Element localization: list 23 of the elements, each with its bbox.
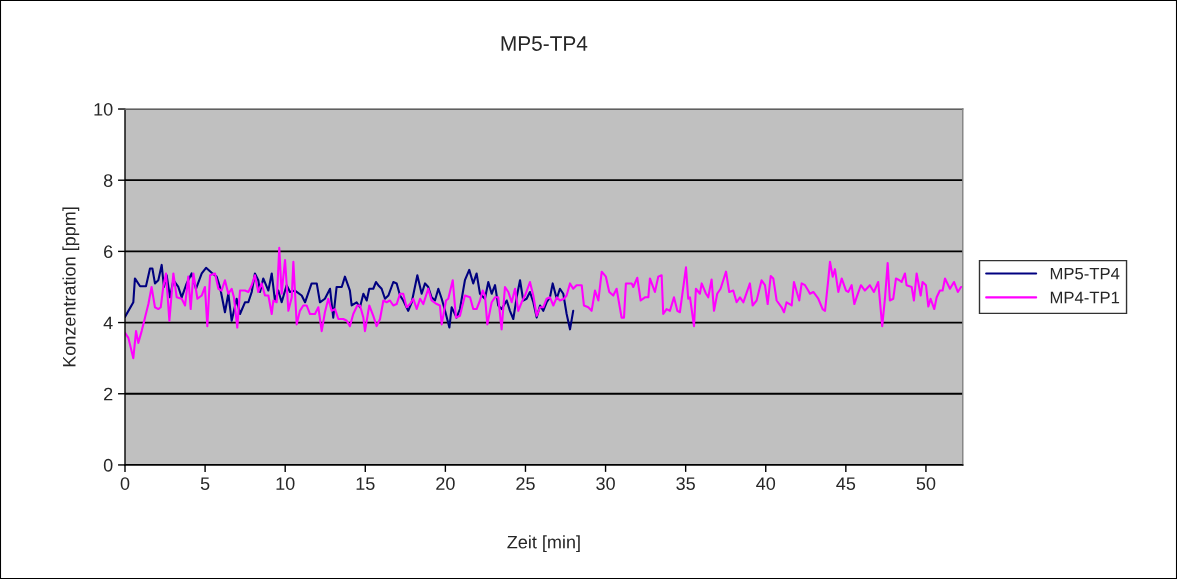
x-tick-label: 10: [276, 477, 295, 490]
x-tick-label: 20: [436, 477, 455, 490]
line-series: [125, 263, 575, 331]
y-tick-label: 4: [103, 316, 113, 330]
x-tick-label: 25: [516, 477, 535, 490]
y-tick-label: 2: [104, 387, 113, 401]
x-tick-label: 30: [596, 477, 615, 490]
x-tick-label: 0: [120, 477, 130, 490]
x-tick-label: 5: [200, 477, 210, 490]
y-tick-label: 8: [103, 174, 113, 187]
x-tick-label: 45: [836, 477, 856, 490]
y-tick-label: 0: [103, 458, 113, 472]
y-axis-title: Konzentration [ppm]: [62, 207, 80, 367]
y-tick-label: 10: [94, 102, 113, 116]
x-tick-label: 35: [676, 477, 695, 490]
x-tick-label: 15: [356, 477, 375, 490]
x-tick-label: 50: [916, 477, 936, 490]
x-axis-title: Zeit [min]: [507, 535, 580, 553]
legend-label: MP4-TP1: [1050, 291, 1120, 304]
legend-label: MP5-TP4: [1050, 267, 1120, 280]
chart-title: MP5-TP4: [501, 36, 588, 51]
y-tick-label: 6: [104, 245, 113, 259]
x-tick-label: 40: [756, 477, 776, 490]
